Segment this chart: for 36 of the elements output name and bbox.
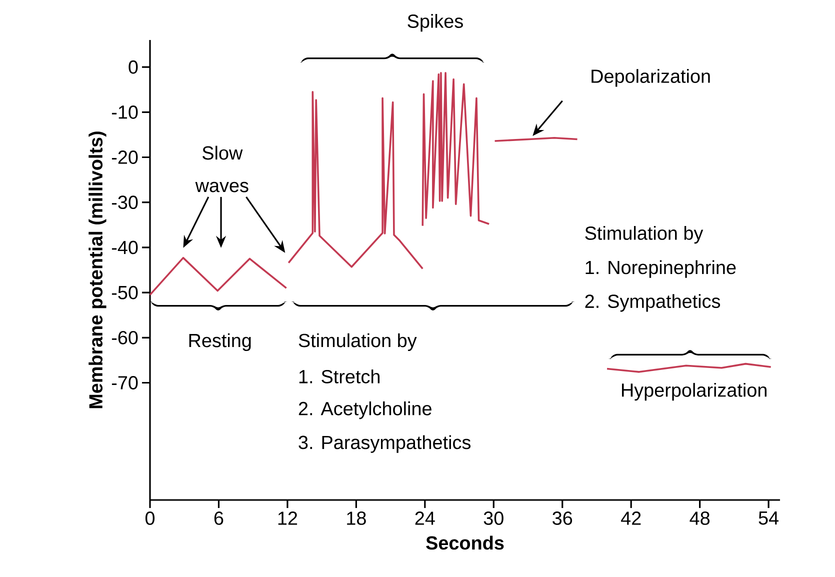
y-tick-label: -30 [112, 196, 138, 210]
annotation: 1. Norepinephrine [586, 260, 736, 278]
y-tick-label: 0 [128, 60, 138, 74]
x-tick-label: 36 [552, 512, 572, 525]
annotation: Stimulation by [298, 333, 417, 351]
x-tick-label: 0 [145, 512, 155, 525]
x-tick-label: 54 [758, 512, 779, 525]
annotation: 2. Acetylcholine [298, 401, 432, 420]
line-series [422, 72, 490, 227]
y-tick-label: -40 [112, 240, 138, 254]
annotation: Hyperpolarization [622, 382, 766, 401]
y-tick-label: -50 [112, 286, 138, 300]
annotation: Stimulation by [585, 226, 704, 244]
line-series [606, 362, 772, 373]
x-tick-label: 42 [621, 512, 641, 525]
annotation: Resting [189, 333, 251, 351]
y-tick-label: -10 [112, 105, 138, 119]
y-tick-label: -20 [112, 150, 138, 164]
y-tick-label: -60 [112, 330, 138, 344]
x-tick-label: 24 [415, 512, 435, 525]
annotation: Slow [202, 146, 243, 160]
x-tick-label: 30 [484, 512, 504, 525]
annotation: 1. Stretch [299, 369, 380, 384]
annotation: 2. Sympathetics [585, 294, 720, 312]
x-axis-title: Seconds [426, 536, 504, 550]
x-tick-label: 12 [278, 512, 298, 525]
line-series [149, 256, 288, 296]
x-tick-label: 18 [347, 512, 366, 525]
annotation: waves [195, 182, 248, 192]
x-tick-label: 48 [690, 512, 710, 525]
x-tick-label: 6 [214, 512, 224, 525]
y-axis-title: Membrane potential (millivolts) [88, 132, 106, 408]
text: Spikes [408, 14, 463, 32]
annotation: Depolarization [592, 69, 710, 87]
annotation: 3. Parasympathetics [298, 435, 470, 453]
y-tick-label: -70 [112, 376, 138, 390]
